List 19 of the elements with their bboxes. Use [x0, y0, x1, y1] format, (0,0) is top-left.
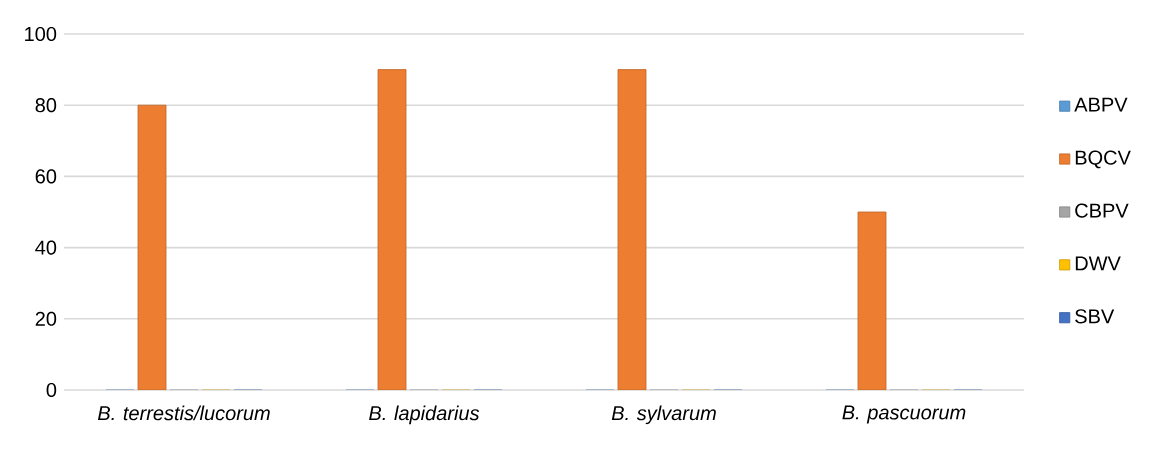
x-tick-label: B. lapidarius: [369, 405, 480, 425]
bar: [137, 104, 167, 390]
x-tick-label: B. pascuorum: [842, 405, 966, 424]
y-tick-label: 20: [35, 311, 57, 326]
legend-label: ABPV: [1074, 97, 1128, 112]
legend-label: CBPV: [1075, 203, 1129, 218]
legend-label: BQCV: [1075, 150, 1131, 169]
y-tick-label: 0: [46, 382, 57, 398]
x-tick-label: B. terrestis/lucorum: [97, 405, 270, 421]
bar: [857, 211, 887, 390]
bar: [377, 69, 407, 390]
legend-label: SBV: [1075, 309, 1115, 324]
y-tick-label: 100: [25, 26, 57, 42]
y-tick-label: 40: [35, 240, 57, 255]
legend-label: DWV: [1075, 256, 1121, 271]
x-tick-label: B. sylvarum: [611, 405, 716, 425]
y-tick-label: 60: [35, 169, 57, 184]
y-tick-label: 80: [35, 98, 57, 113]
bar: [617, 69, 647, 390]
